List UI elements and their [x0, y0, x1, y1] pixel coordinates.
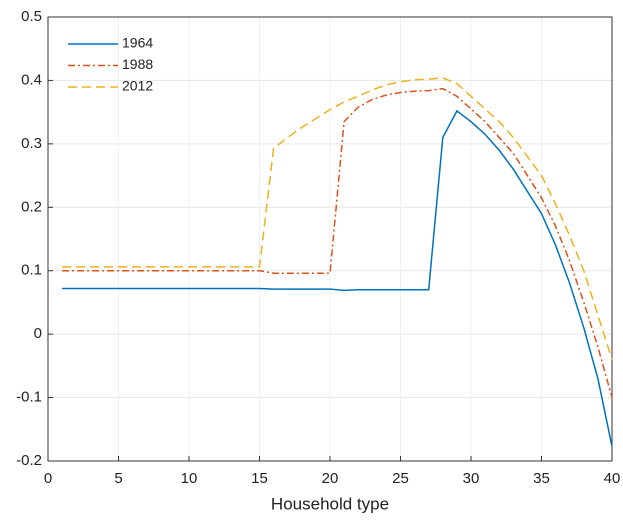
y-tick-label: 0.2	[21, 198, 42, 215]
x-tick-label: 10	[181, 470, 198, 487]
x-tick-label: 40	[604, 470, 621, 487]
x-tick-label: 20	[322, 470, 339, 487]
y-tick-label: 0	[34, 325, 42, 342]
y-tick-label: 0.3	[21, 135, 42, 152]
x-tick-label: 15	[251, 470, 268, 487]
x-tick-label: 0	[44, 470, 52, 487]
y-tick-label: -0.1	[16, 389, 42, 406]
y-tick-label: 0.5	[21, 8, 42, 25]
legend-label: 2012	[122, 78, 153, 94]
legend-label: 1988	[122, 56, 153, 72]
y-tick-label: 0.1	[21, 262, 42, 279]
series-line	[62, 109, 613, 447]
x-tick-label: 35	[533, 470, 550, 487]
y-tick-label: 0.4	[21, 71, 42, 88]
x-tick-label: 25	[392, 470, 409, 487]
x-axis-label: Household type	[271, 494, 389, 513]
plot-frame	[47, 16, 613, 462]
series-line	[62, 77, 613, 360]
legend-label: 1964	[122, 35, 153, 51]
y-tick-label: -0.2	[16, 452, 42, 469]
x-tick-label: 30	[463, 470, 480, 487]
series-line	[62, 87, 613, 398]
x-tick-label: 5	[114, 470, 122, 487]
